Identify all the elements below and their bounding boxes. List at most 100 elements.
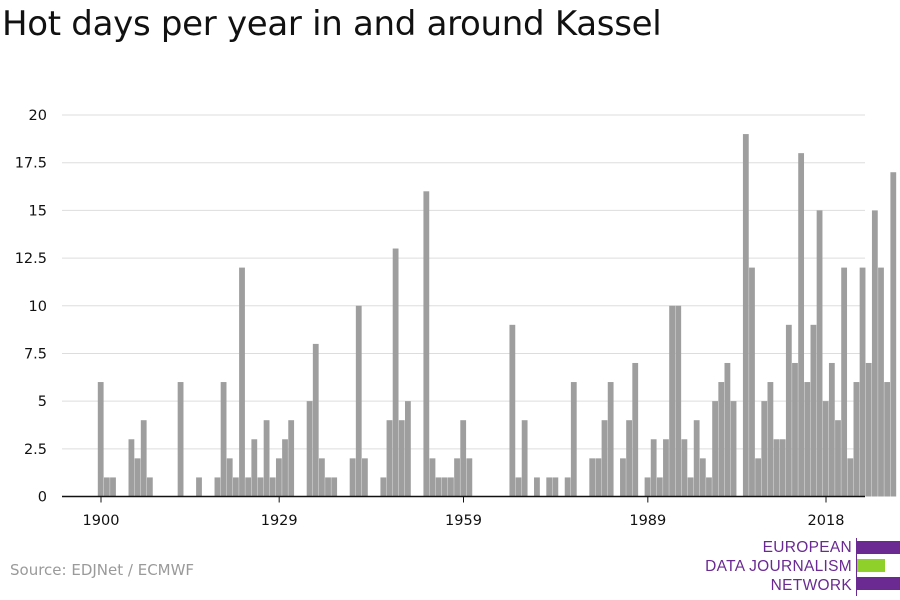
bar bbox=[103, 477, 110, 497]
bar bbox=[890, 172, 897, 497]
bar bbox=[681, 439, 688, 497]
logo-line-2: DATA JOURNALISM bbox=[705, 558, 852, 575]
bar bbox=[306, 401, 313, 497]
x-tick-label: 1900 bbox=[83, 513, 120, 529]
bar bbox=[816, 210, 823, 497]
bar bbox=[220, 382, 227, 497]
bar bbox=[632, 362, 639, 497]
bar bbox=[288, 420, 295, 497]
y-tick-label: 10 bbox=[29, 299, 47, 315]
bar bbox=[835, 420, 841, 497]
y-tick-label: 20 bbox=[29, 108, 47, 124]
bar bbox=[177, 382, 184, 497]
bar bbox=[601, 420, 608, 497]
bar bbox=[232, 477, 239, 497]
bar bbox=[110, 477, 116, 497]
chart-title: Hot days per year in and around Kassel bbox=[2, 4, 662, 44]
bar bbox=[742, 134, 749, 497]
bar bbox=[239, 267, 245, 497]
bar bbox=[607, 382, 614, 497]
bar bbox=[828, 362, 835, 497]
bar bbox=[509, 324, 516, 497]
bar bbox=[97, 382, 104, 497]
logo-divider bbox=[856, 538, 857, 596]
logo-line-1: EUROPEAN bbox=[762, 539, 852, 556]
bar bbox=[146, 477, 153, 497]
bar bbox=[392, 248, 399, 497]
bar bbox=[878, 267, 884, 497]
bar bbox=[773, 439, 780, 497]
bar bbox=[792, 362, 798, 497]
bar bbox=[650, 439, 657, 497]
bar bbox=[706, 477, 712, 497]
bar bbox=[318, 458, 325, 497]
bar bbox=[466, 458, 473, 497]
bar bbox=[355, 305, 362, 497]
bar bbox=[546, 477, 553, 497]
bar bbox=[779, 439, 786, 497]
source-note: Source: EDJNet / ECMWF bbox=[10, 561, 195, 579]
bar bbox=[847, 458, 854, 497]
bar bbox=[589, 458, 596, 497]
bar bbox=[687, 477, 694, 497]
bar bbox=[435, 477, 442, 497]
bar bbox=[810, 324, 817, 497]
bar bbox=[656, 477, 663, 497]
bar bbox=[361, 458, 368, 497]
bar bbox=[515, 477, 522, 497]
logo-bar-purple-bottom bbox=[857, 577, 900, 590]
bar bbox=[312, 343, 319, 497]
bar bbox=[140, 420, 147, 497]
bar bbox=[251, 439, 258, 497]
y-axis-ticks: 0 2.5 5 7.5 10 12.5 15 17.5 20 bbox=[15, 108, 47, 506]
bar bbox=[675, 305, 682, 497]
bar bbox=[626, 420, 632, 497]
bar bbox=[730, 401, 737, 497]
logo-line-3: NETWORK bbox=[770, 577, 852, 594]
bar bbox=[755, 458, 762, 497]
bar bbox=[134, 458, 141, 497]
bar bbox=[257, 477, 264, 497]
logo-bar-green bbox=[857, 559, 885, 572]
bar bbox=[564, 477, 571, 497]
bar bbox=[871, 210, 878, 497]
y-tick-label: 12.5 bbox=[15, 251, 47, 267]
bar bbox=[423, 191, 430, 497]
bar bbox=[724, 362, 731, 497]
y-tick-label: 17.5 bbox=[15, 156, 47, 172]
bar bbox=[349, 458, 356, 497]
bar bbox=[570, 382, 577, 497]
y-tick-label: 0 bbox=[38, 490, 47, 506]
bar bbox=[699, 458, 706, 497]
y-tick-label: 5 bbox=[38, 394, 47, 410]
bar bbox=[749, 267, 755, 497]
bar bbox=[785, 324, 792, 497]
bar bbox=[534, 477, 540, 497]
bar bbox=[448, 477, 454, 497]
bar bbox=[693, 420, 700, 497]
bar bbox=[325, 477, 331, 497]
bar bbox=[859, 267, 866, 497]
bar bbox=[429, 458, 436, 497]
bar bbox=[245, 477, 252, 497]
bar bbox=[269, 477, 276, 497]
bar-series bbox=[97, 134, 897, 497]
bar bbox=[853, 382, 860, 497]
bar bbox=[275, 458, 282, 497]
bar bbox=[595, 458, 602, 497]
bar bbox=[331, 477, 338, 497]
bar bbox=[884, 382, 891, 497]
bar bbox=[460, 420, 467, 497]
bar bbox=[441, 477, 448, 497]
x-tick-label: 1959 bbox=[445, 513, 482, 529]
bar bbox=[196, 477, 202, 497]
bar bbox=[398, 420, 405, 497]
edjnet-logo[interactable]: EUROPEAN DATA JOURNALISM NETWORK bbox=[705, 538, 900, 596]
bar bbox=[712, 401, 719, 497]
bar bbox=[767, 382, 774, 497]
bar bbox=[841, 267, 848, 497]
bar bbox=[822, 401, 829, 497]
bar bbox=[798, 153, 805, 497]
bar bbox=[669, 305, 675, 497]
